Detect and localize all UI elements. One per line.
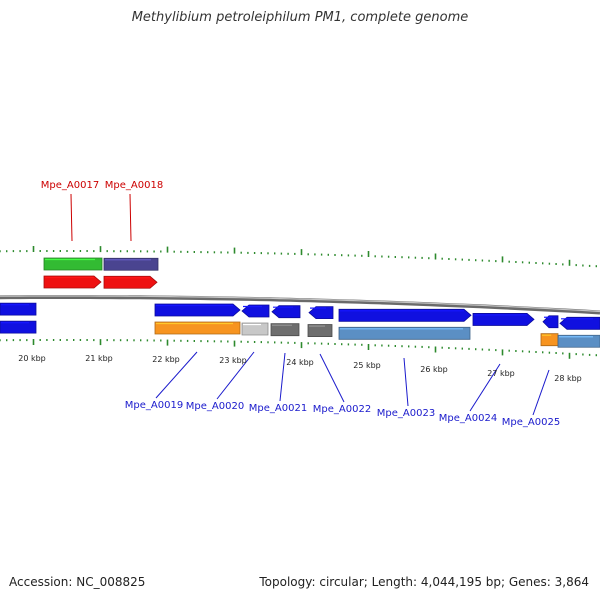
gene-label-lower: Mpe_A0022	[313, 404, 371, 415]
gene-Mpe_A0018-purple	[103, 257, 159, 271]
gene-Mpe_A0025-a	[542, 315, 559, 329]
gene-label-lower: Mpe_A0024	[439, 413, 497, 424]
gene-features	[0, 257, 600, 348]
leader-line-lower	[216, 351, 255, 400]
gene-label-lower: Mpe_A0020	[186, 401, 244, 412]
accession-text: Accession: NC_008825	[9, 575, 146, 589]
scale-label: 25 kbp	[353, 361, 381, 370]
scale-label: 28 kbp	[554, 374, 582, 383]
gene-Mpe_A0019-orange	[154, 321, 241, 335]
gene-Mpe_A0020	[241, 304, 270, 318]
gene-Mpe_A0017	[43, 275, 102, 289]
map-title: Methylibium petroleiphilum PM1, complete…	[131, 10, 469, 25]
leader-line-lower	[403, 357, 409, 407]
map-labels: 20 kbp 21 kbp 22 kbp 23 kbp 24 kbp 25 kbp 26 k…	[18, 180, 582, 428]
leader-line-lower	[532, 369, 550, 416]
gene-label-lower: Mpe_A0025	[502, 417, 560, 428]
scale-label: 27 kbp	[487, 369, 515, 378]
scale-label: 24 kbp	[286, 358, 314, 367]
gene-label-upper: Mpe_A0017	[41, 180, 99, 191]
gene-Mpe_A0018	[103, 275, 158, 289]
leader-line-lower	[469, 363, 501, 412]
gene-Mpe_A0021	[271, 305, 301, 319]
scale-label: 21 kbp	[85, 354, 113, 363]
leader-line-upper	[129, 193, 132, 242]
gene-left-blue	[0, 302, 37, 316]
gene-Mpe_A0025-b	[559, 316, 600, 330]
leader-line-lower	[279, 352, 286, 402]
leader-line-lower	[155, 351, 198, 399]
gene-left-blue-2	[0, 320, 37, 334]
scale-label: 20 kbp	[18, 354, 46, 363]
gene-Mpe_A0022	[308, 306, 334, 320]
upper-scale-ticks	[0, 246, 597, 268]
gene-Mpe_A0024	[472, 313, 535, 326]
gene-Mpe_A0021-gray	[270, 323, 300, 337]
backbone-arc	[0, 295, 600, 315]
gene-label-lower: Mpe_A0019	[125, 400, 183, 411]
label-leader-lines	[70, 193, 550, 416]
gene-Mpe_A0019	[154, 303, 241, 317]
gene-label-lower: Mpe_A0021	[249, 403, 307, 414]
gene-Mpe_A0023-steel	[338, 326, 471, 340]
scale-label: 22 kbp	[152, 355, 180, 364]
leader-line-lower	[319, 353, 345, 403]
scale-label: 23 kbp	[219, 356, 247, 365]
gene-Mpe_A0023	[338, 308, 472, 322]
lower-scale-ticks	[0, 339, 597, 359]
backbone-highlight	[0, 295, 600, 313]
gene-Mpe_A0022-gray	[307, 324, 333, 337]
leader-line-upper	[70, 193, 73, 242]
topology-text: Topology: circular; Length: 4,044,195 bp…	[259, 575, 589, 589]
gene-label-lower: Mpe_A0023	[377, 408, 435, 419]
gene-Mpe_A0025-steel	[557, 334, 600, 348]
gene-Mpe_A0017-green	[43, 257, 103, 271]
gene-Mpe_A0020-gray	[241, 322, 269, 336]
gene-label-upper: Mpe_A0018	[105, 180, 163, 191]
genome-backbone	[0, 295, 600, 315]
scale-label: 26 kbp	[420, 365, 448, 374]
